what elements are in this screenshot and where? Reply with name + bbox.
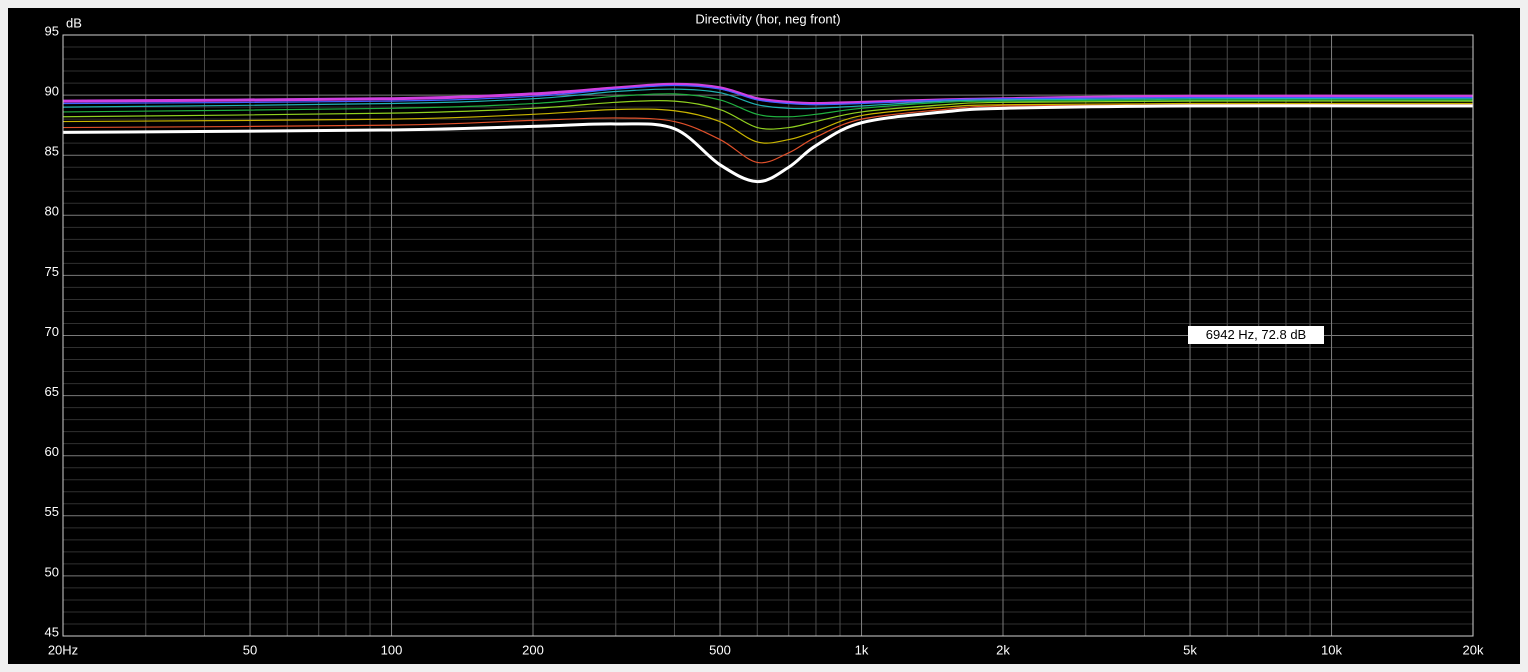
x-tick-label: 500 — [709, 642, 731, 657]
x-tick-label: 1k — [855, 642, 869, 657]
y-axis-label: dB — [66, 15, 82, 30]
x-tick-label: 100 — [381, 642, 403, 657]
y-tick-label: 95 — [45, 23, 59, 38]
x-tick-label: 5k — [1183, 642, 1197, 657]
response-curve — [62, 93, 1474, 118]
y-tick-label: 90 — [45, 84, 59, 99]
y-tick-label: 45 — [45, 624, 59, 639]
y-tick-label: 70 — [45, 324, 59, 339]
x-tick-label: 20Hz — [48, 642, 78, 657]
response-curve — [62, 88, 1474, 110]
curves — [62, 82, 1474, 184]
response-curve — [62, 104, 1474, 164]
x-tick-label: 10k — [1321, 642, 1342, 657]
plot-frame — [62, 34, 1474, 637]
y-tick-label: 75 — [45, 264, 59, 279]
response-curve — [62, 102, 1474, 144]
chart-title: Directivity (hor, neg front) — [695, 11, 840, 26]
x-tick-label: 2k — [996, 642, 1010, 657]
y-tick-label: 55 — [45, 504, 59, 519]
cursor-readout: 6942 Hz, 72.8 dB — [1206, 327, 1306, 342]
x-tick-label: 50 — [243, 642, 257, 657]
y-tick-label: 50 — [45, 564, 59, 579]
y-tick-label: 80 — [45, 204, 59, 219]
response-curve — [62, 100, 1474, 130]
x-tick-label: 200 — [522, 642, 544, 657]
response-curve — [62, 82, 1474, 106]
y-tick-label: 65 — [45, 384, 59, 399]
y-tick-label: 60 — [45, 444, 59, 459]
y-tick-label: 85 — [45, 144, 59, 159]
cursor-box — [1188, 326, 1324, 344]
response-curve — [62, 84, 1474, 106]
x-tick-label: 20k — [1463, 642, 1484, 657]
response-curve — [62, 104, 1474, 184]
